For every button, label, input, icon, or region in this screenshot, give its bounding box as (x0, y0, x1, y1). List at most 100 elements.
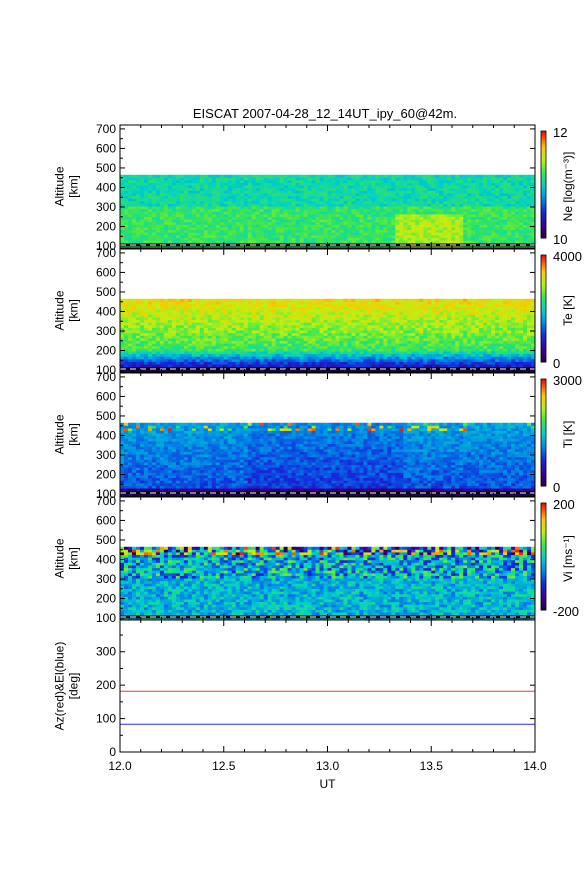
heatmap-cell (491, 182, 496, 186)
heatmap-cell (499, 206, 504, 210)
heatmap-cell (327, 298, 332, 302)
heatmap-cell (263, 340, 269, 344)
heatmap-cell (167, 330, 173, 334)
heatmap-cell (239, 224, 245, 228)
heatmap-cell (167, 309, 173, 313)
heatmap-cell (463, 232, 468, 236)
heatmap-cell (183, 185, 189, 189)
heatmap-cell (231, 203, 237, 207)
colorbar-segment (541, 147, 546, 151)
heatmap-cell (131, 232, 137, 236)
heatmap-cell (131, 203, 137, 207)
heatmap-cell (235, 358, 241, 362)
heatmap-cell (207, 200, 213, 204)
heatmap-cell (135, 237, 141, 241)
heatmap-cell (215, 206, 221, 210)
heatmap-cell (147, 177, 153, 181)
heatmap-cell (187, 338, 193, 342)
heatmap-cell (379, 364, 384, 368)
heatmap-cell (247, 177, 253, 181)
heatmap-cell (403, 221, 408, 225)
heatmap-cell (175, 198, 181, 202)
heatmap-cell (255, 324, 261, 328)
heatmap-cell (467, 203, 472, 207)
heatmap-cell (491, 203, 496, 207)
heatmap-cell (367, 211, 372, 215)
heatmap-cell (163, 180, 169, 184)
heatmap-cell (155, 358, 161, 362)
heatmap-cell (283, 190, 288, 194)
heatmap-cell (139, 203, 145, 207)
heatmap-cell (475, 227, 480, 231)
heatmap-cell (427, 190, 432, 194)
heatmap-cell (299, 364, 304, 368)
heatmap-cell (451, 214, 456, 218)
heatmap-cell (299, 237, 304, 241)
heatmap-cell (371, 182, 376, 186)
colorbar-segment (541, 179, 546, 183)
heatmap-cell (251, 232, 257, 236)
heatmap-cell (307, 177, 312, 181)
heatmap-cell (307, 227, 312, 231)
heatmap-cell (383, 185, 388, 189)
heatmap-cell (267, 327, 273, 331)
heatmap-cell (283, 208, 288, 212)
heatmap-cell (223, 304, 229, 308)
heatmap-cell (127, 356, 133, 360)
heatmap-cell (199, 345, 205, 349)
heatmap-cell (211, 369, 217, 373)
heatmap-cell (363, 174, 368, 178)
heatmap-cell (323, 227, 328, 231)
heatmap-cell (375, 314, 380, 318)
heatmap-cell (447, 234, 452, 238)
heatmap-cell (355, 232, 360, 236)
heatmap-cell (343, 335, 348, 339)
heatmap-cell (179, 221, 185, 225)
heatmap-cell (375, 185, 380, 189)
heatmap-cell (219, 361, 225, 365)
heatmap-cell (519, 221, 524, 225)
heatmap-cell (343, 351, 348, 355)
heatmap-cell (427, 174, 432, 178)
heatmap-cell (411, 193, 416, 197)
heatmap-cell (215, 298, 221, 302)
heatmap-cell (239, 227, 245, 231)
heatmap-cell (299, 361, 304, 365)
heatmap-cell (299, 338, 304, 342)
heatmap-cell (120, 214, 125, 218)
heatmap-cell (199, 309, 205, 313)
heatmap-cell (499, 177, 504, 181)
heatmap-cell (519, 180, 524, 184)
heatmap-cell (503, 177, 508, 181)
heatmap-cell (527, 214, 532, 218)
heatmap-cell (299, 180, 304, 184)
heatmap-cell (135, 338, 141, 342)
heatmap-cell (251, 319, 257, 323)
heatmap-cell (199, 353, 205, 357)
heatmap-cell (199, 245, 205, 249)
heatmap-cell (239, 195, 245, 199)
heatmap-cell (343, 206, 348, 210)
heatmap-cell (315, 208, 320, 212)
heatmap-cell (283, 332, 288, 336)
heatmap-cell (359, 332, 364, 336)
heatmap-cell (283, 353, 288, 357)
heatmap-cell (163, 187, 169, 191)
heatmap-cell (120, 229, 125, 233)
heatmap-cell (283, 338, 288, 342)
heatmap-cell (127, 190, 133, 194)
heatmap-cell (207, 353, 213, 357)
heatmap-cell (175, 203, 181, 207)
heatmap-cell (331, 211, 336, 215)
heatmap-cell (247, 211, 253, 215)
heatmap-cell (215, 195, 221, 199)
heatmap-cell (451, 208, 456, 212)
heatmap-cell (251, 348, 257, 352)
heatmap-cell (295, 369, 300, 373)
heatmap-cell (215, 311, 221, 315)
heatmap-cell (247, 343, 253, 347)
heatmap-cell (247, 311, 253, 315)
heatmap-cell (459, 177, 464, 181)
heatmap-cell (215, 208, 221, 212)
heatmap-cell (499, 237, 504, 241)
